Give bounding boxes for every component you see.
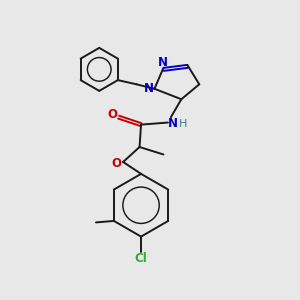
Text: O: O [112,157,122,170]
Text: O: O [107,108,117,121]
Text: N: N [144,82,154,95]
Text: H: H [179,119,188,129]
Text: N: N [158,56,168,69]
Text: Cl: Cl [135,252,147,265]
Text: N: N [167,117,177,130]
